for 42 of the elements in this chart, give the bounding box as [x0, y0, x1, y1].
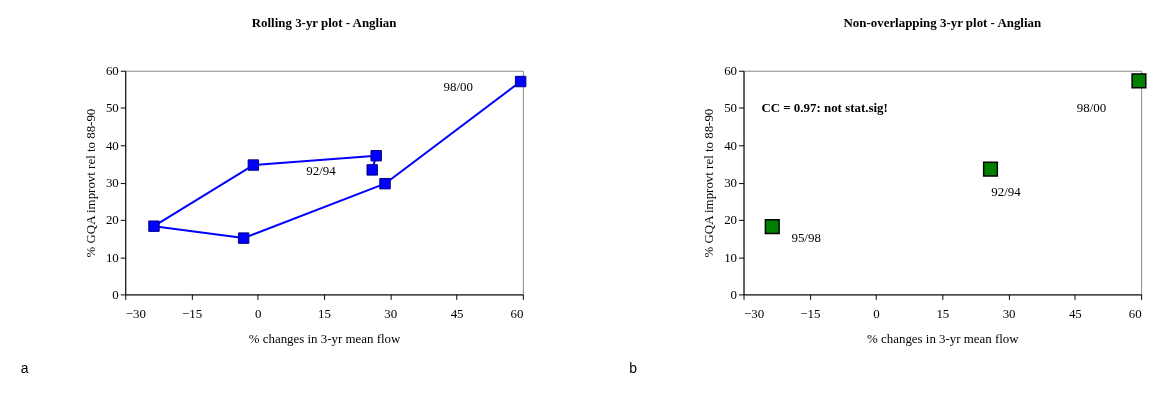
y-axis-title: % GQA improvt rel to 88-90 — [701, 108, 717, 258]
annotation: 98/00 — [443, 78, 473, 94]
x-tick-label: 45 — [1068, 305, 1082, 321]
annotation: 92/94 — [991, 183, 1022, 199]
y-tick-label: 10 — [105, 249, 119, 265]
x-tick-label: 15 — [318, 305, 331, 321]
x-tick-label: 30 — [1002, 305, 1016, 321]
x-tick-label: −30 — [125, 305, 146, 321]
x-axis-title: % changes in 3-yr mean flow — [867, 330, 1020, 346]
y-axis-title: % GQA improvt rel to 88-90 — [82, 108, 98, 258]
annotation: 98/00 — [1076, 100, 1107, 116]
x-tick-label: 60 — [510, 305, 524, 321]
y-tick-label: 20 — [724, 212, 738, 228]
x-tick-label: 30 — [384, 305, 398, 321]
y-tick-label: 30 — [724, 175, 738, 191]
x-tick-label: 15 — [936, 305, 950, 321]
text: b — [629, 359, 638, 376]
x-tick-label: −15 — [181, 305, 203, 321]
annotation: 95/98 — [791, 229, 821, 245]
y-tick-label: 20 — [105, 212, 119, 228]
chart-title: Non-overlapping 3-yr plot - Anglian — [843, 15, 1042, 30]
chart-title: Rolling 3-yr plot - Anglian — [251, 15, 397, 30]
annotation: 92/94 — [306, 163, 337, 179]
text: a — [20, 359, 29, 376]
y-tick-label: 0 — [112, 286, 119, 302]
y-tick-label: 40 — [105, 137, 119, 153]
y-tick-label: 60 — [724, 63, 738, 79]
x-tick-label: 45 — [450, 305, 464, 321]
x-tick-label: 0 — [255, 305, 262, 321]
y-tick-label: 40 — [724, 137, 738, 153]
y-tick-label: 50 — [724, 100, 738, 116]
annotation: CC = 0.97: not stat.sig! — [761, 100, 888, 116]
x-tick-label: 60 — [1128, 305, 1142, 321]
x-tick-label: 0 — [873, 305, 880, 321]
y-tick-label: 0 — [730, 286, 738, 302]
y-tick-label: 50 — [105, 100, 119, 116]
y-tick-label: 30 — [105, 175, 119, 191]
x-tick-label: −15 — [800, 305, 821, 321]
y-tick-label: 10 — [724, 249, 738, 265]
y-tick-label: 60 — [105, 63, 119, 79]
x-tick-label: −30 — [744, 305, 765, 321]
x-axis-title: % changes in 3-yr mean flow — [248, 330, 402, 346]
